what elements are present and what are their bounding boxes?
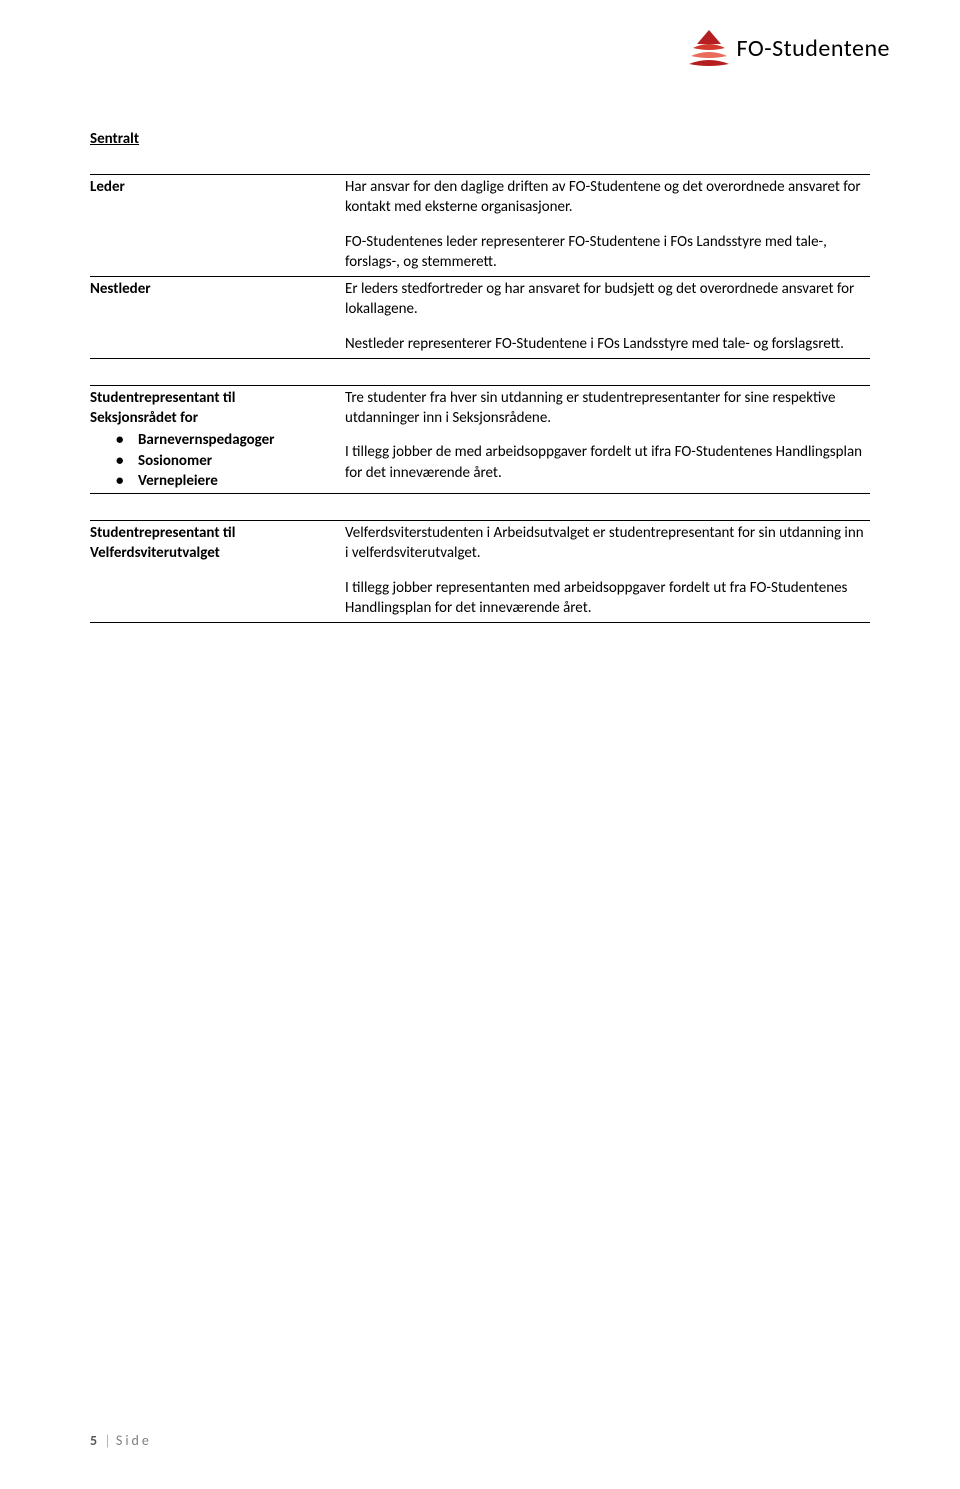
definition-term: Studentrepresentant tilSeksjonsrådet for…: [90, 388, 345, 491]
term-bullet-item: Barnevernspedagoger: [104, 430, 335, 450]
logo-text: FO-Studentene: [737, 34, 890, 63]
term-bullet-item: Sosionomer: [104, 451, 335, 471]
description-paragraph: I tillegg jobber de med arbeidsoppgaver …: [345, 442, 870, 483]
description-paragraph: Velferdsviterstudenten i Arbeidsutvalget…: [345, 523, 870, 564]
description-paragraph: Har ansvar for den daglige driften av FO…: [345, 177, 870, 218]
definition-description: Er leders stedfortreder og har ansvaret …: [345, 279, 870, 356]
logo: FO-Studentene: [687, 28, 890, 68]
definition-description: Har ansvar for den daglige driften av FO…: [345, 177, 870, 274]
page-footer: 5 | Side: [90, 1432, 152, 1449]
definition-block: NestlederEr leders stedfortreder og har …: [90, 276, 870, 359]
footer-separator: |: [101, 1432, 114, 1449]
description-paragraph: I tillegg jobber representanten med arbe…: [345, 578, 870, 619]
section-heading: Sentralt: [90, 130, 870, 148]
definition-term: Studentrepresentant tilVelferdsviterutva…: [90, 523, 345, 564]
definition-term: Nestleder: [90, 279, 345, 299]
definition-group-2: Studentrepresentant tilSeksjonsrådet for…: [90, 385, 870, 494]
definition-block: LederHar ansvar for den daglige driften …: [90, 174, 870, 276]
definition-term: Leder: [90, 177, 345, 197]
definition-block: Studentrepresentant tilVelferdsviterutva…: [90, 520, 870, 623]
definition-description: Tre studenter fra hver sin utdanning er …: [345, 388, 870, 485]
definition-group-3: Studentrepresentant tilVelferdsviterutva…: [90, 520, 870, 623]
definition-block: Studentrepresentant tilSeksjonsrådet for…: [90, 385, 870, 494]
logo-icon: [687, 28, 731, 68]
page-number: 5: [90, 1432, 99, 1449]
document-body: Sentralt LederHar ansvar for den daglige…: [90, 130, 870, 623]
description-paragraph: Tre studenter fra hver sin utdanning er …: [345, 388, 870, 429]
definition-group-1: LederHar ansvar for den daglige driften …: [90, 174, 870, 359]
definition-description: Velferdsviterstudenten i Arbeidsutvalget…: [345, 523, 870, 620]
description-paragraph: Er leders stedfortreder og har ansvaret …: [345, 279, 870, 320]
description-paragraph: FO-Studentenes leder representerer FO-St…: [345, 232, 870, 273]
term-bullet-item: Vernepleiere: [104, 471, 335, 491]
footer-label: Side: [116, 1432, 152, 1449]
term-bullet-list: BarnevernspedagogerSosionomerVernepleier…: [90, 430, 335, 491]
description-paragraph: Nestleder representerer FO-Studentene i …: [345, 334, 870, 354]
